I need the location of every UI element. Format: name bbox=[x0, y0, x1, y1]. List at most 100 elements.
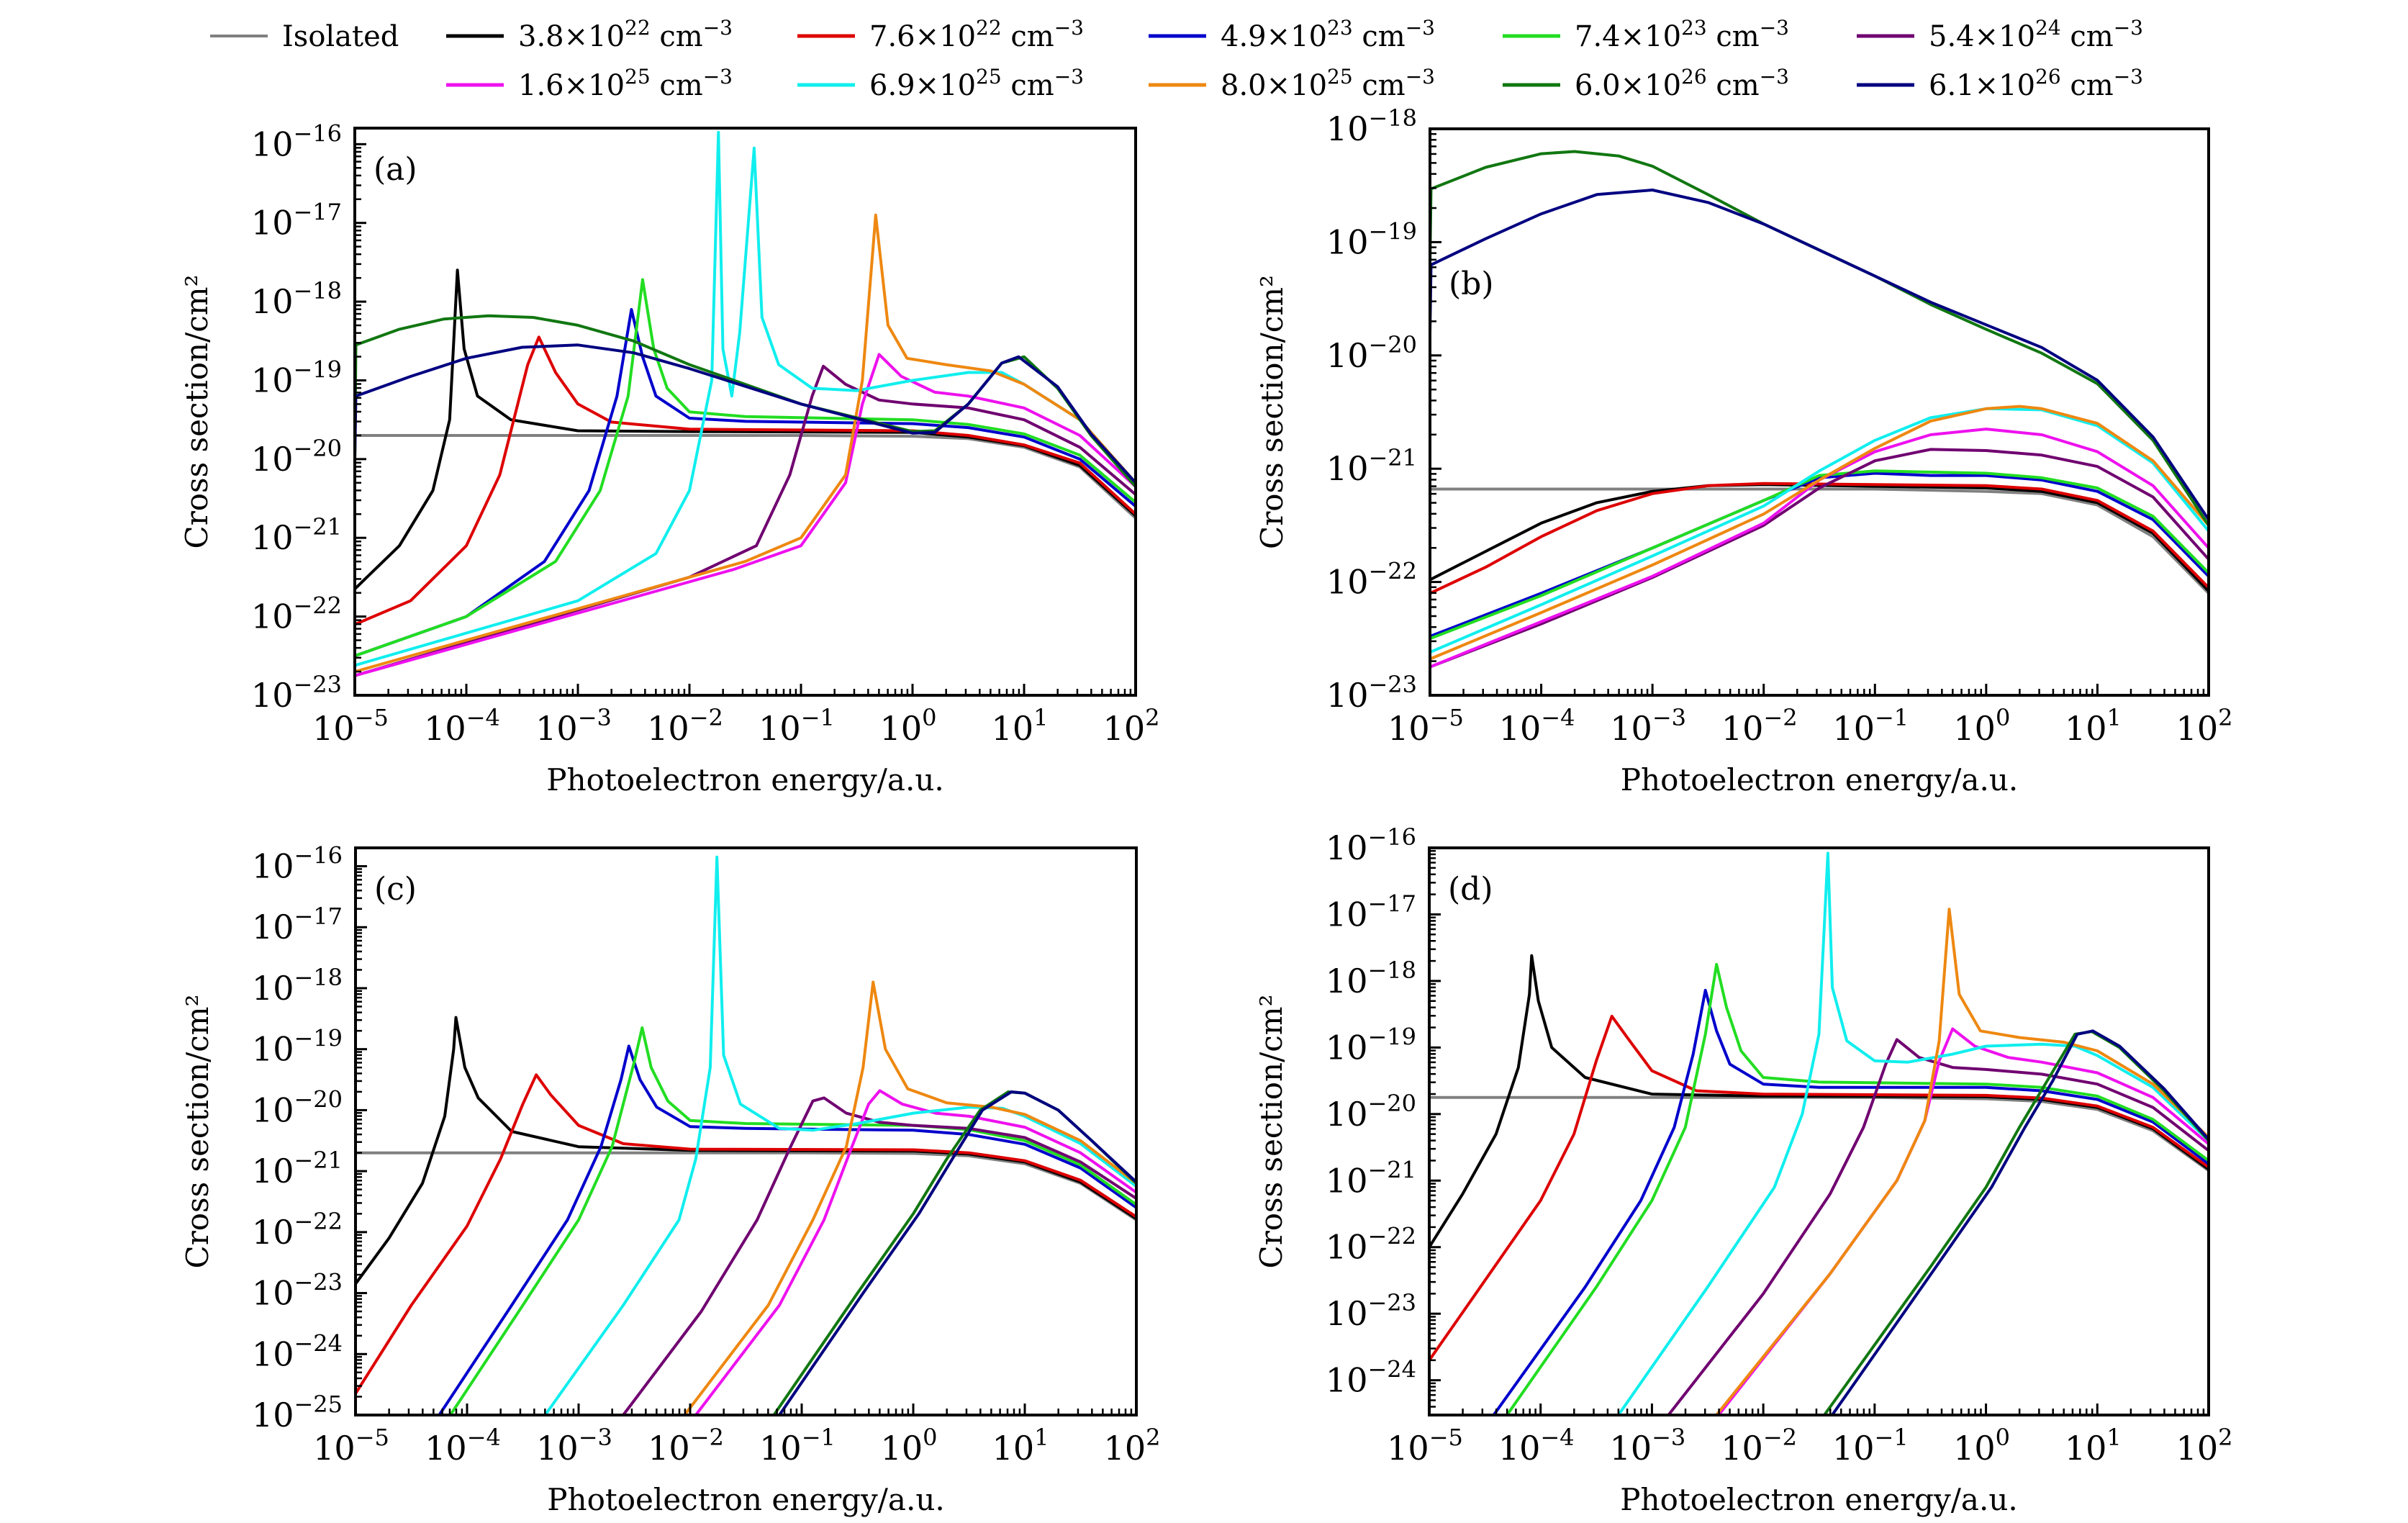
y-axis-title: Cross section/cm² bbox=[179, 275, 214, 549]
axes-frame bbox=[354, 846, 1138, 1416]
legend-unit-exponent: −3 bbox=[703, 65, 733, 89]
legend-unit: cm bbox=[651, 20, 703, 53]
series-line bbox=[1430, 150, 2209, 527]
y-tick-label: 10−17 bbox=[251, 199, 342, 243]
axes-frame bbox=[1429, 127, 2210, 697]
x-tick-label: 10−5 bbox=[313, 1424, 389, 1468]
y-tick-label: 10−18 bbox=[252, 964, 343, 1008]
legend-item[interactable]: 6.0×1026 cm−3 bbox=[1503, 65, 1789, 102]
x-tick-label: 10−4 bbox=[425, 1424, 501, 1468]
legend-item[interactable]: 8.0×1025 cm−3 bbox=[1149, 65, 1435, 102]
series-line bbox=[355, 213, 1136, 674]
legend-exponent: 23 bbox=[1327, 16, 1353, 40]
legend-label: 5.4×1024 cm−3 bbox=[1929, 16, 2143, 53]
legend-unit: cm bbox=[1353, 69, 1406, 102]
legend-label: 7.6×1022 cm−3 bbox=[869, 16, 1084, 53]
legend-unit-exponent: −3 bbox=[1760, 65, 1789, 89]
series-line bbox=[448, 1026, 1136, 1415]
panel-b: 10−5 10−4 10−3 10−2 10−1 100 101 102 10−23 10−22 1… bbox=[1254, 104, 2232, 797]
legend-label: Isolated bbox=[282, 20, 399, 53]
y-tick-label: 10−16 bbox=[251, 119, 342, 163]
y-axis-title: Cross section/cm² bbox=[1254, 275, 1290, 549]
legend-unit: cm bbox=[1707, 69, 1760, 102]
x-tick-label: 10−5 bbox=[312, 704, 389, 748]
y-tick-label: 10−24 bbox=[252, 1329, 343, 1373]
x-axis-title: Photoelectron energy/a.u. bbox=[1620, 1482, 2017, 1517]
series-line bbox=[356, 1073, 1136, 1396]
series-line bbox=[1617, 851, 2209, 1415]
series-line bbox=[1430, 482, 2209, 595]
legend-item[interactable]: 4.9×1023 cm−3 bbox=[1149, 16, 1435, 53]
series-line bbox=[543, 855, 1136, 1415]
y-tick-label: 10−19 bbox=[1326, 217, 1417, 261]
series-line bbox=[355, 335, 1136, 626]
series-line bbox=[355, 364, 1136, 677]
legend-unit-exponent: −3 bbox=[1054, 16, 1084, 40]
legend-item[interactable]: 7.6×1022 cm−3 bbox=[797, 16, 1084, 53]
x-tick-label: 10−4 bbox=[1499, 704, 1575, 748]
x-tick-label: 10−4 bbox=[424, 704, 500, 748]
y-tick-label: 10−20 bbox=[252, 1085, 343, 1129]
x-tick-label: 10−3 bbox=[1610, 704, 1686, 748]
legend-item[interactable]: 7.4×1023 cm−3 bbox=[1503, 16, 1789, 53]
series-line bbox=[356, 1151, 1136, 1221]
y-tick-label: 10−21 bbox=[1326, 1156, 1416, 1200]
legend-label: 4.9×1023 cm−3 bbox=[1221, 16, 1435, 53]
legend-item[interactable]: 6.9×1025 cm−3 bbox=[797, 65, 1084, 102]
x-tick-label: 10−4 bbox=[1498, 1424, 1575, 1468]
y-axis-title: Cross section/cm² bbox=[180, 995, 215, 1269]
legend-item[interactable]: Isolated bbox=[210, 20, 399, 53]
panel-a: 10−5 10−4 10−3 10−2 10−1 100 101 102 10−23 10−22 1… bbox=[179, 119, 1159, 797]
series-group bbox=[355, 130, 1136, 677]
series-line bbox=[1430, 428, 2209, 669]
series-line bbox=[1430, 469, 2209, 641]
x-tick-label: 101 bbox=[2065, 704, 2122, 748]
y-axis-title: Cross section/cm² bbox=[1254, 995, 1289, 1269]
y-tick-label: 10−20 bbox=[1326, 1090, 1416, 1134]
legend-mantissa: 7.6×10 bbox=[869, 20, 976, 53]
legend-mantissa: 3.8×10 bbox=[518, 20, 625, 53]
series-line bbox=[1430, 448, 2209, 669]
y-tick-label: 10−23 bbox=[251, 671, 342, 715]
y-tick-label: 10−23 bbox=[1326, 1289, 1416, 1333]
panel-label: (a) bbox=[374, 151, 417, 188]
x-tick-label: 100 bbox=[880, 704, 937, 748]
legend-item[interactable]: 6.1×1026 cm−3 bbox=[1857, 65, 2143, 102]
y-tick-label: 10−19 bbox=[251, 356, 342, 399]
legend-item[interactable]: 5.4×1024 cm−3 bbox=[1857, 16, 2143, 53]
y-tick-label: 10−22 bbox=[1326, 1223, 1416, 1267]
y-tick-label: 10−18 bbox=[251, 277, 342, 321]
legend-unit: cm bbox=[2061, 20, 2114, 53]
x-axis-title: Photoelectron energy/a.u. bbox=[547, 1482, 944, 1517]
series-line bbox=[355, 130, 1136, 667]
y-tick-label: 10−23 bbox=[252, 1269, 343, 1313]
legend-item[interactable]: 3.8×1022 cm−3 bbox=[446, 16, 733, 53]
series-line bbox=[1430, 471, 2209, 638]
legend-exponent: 26 bbox=[1681, 65, 1707, 89]
legend-mantissa: 5.4×10 bbox=[1929, 20, 2035, 53]
legend-item[interactable]: 1.6×1025 cm−3 bbox=[446, 65, 733, 102]
legend-mantissa: 6.1×10 bbox=[1929, 69, 2035, 102]
series-line bbox=[438, 1044, 1136, 1415]
series-line bbox=[778, 1090, 1136, 1415]
x-tick-label: 10−2 bbox=[647, 704, 723, 748]
x-tick-label: 100 bbox=[1953, 1424, 2010, 1468]
series-line bbox=[1831, 1029, 2209, 1415]
legend-exponent: 25 bbox=[976, 65, 1002, 89]
x-tick-label: 101 bbox=[992, 1424, 1049, 1468]
legend-unit: cm bbox=[2061, 69, 2114, 102]
y-tick-label: 10−16 bbox=[1326, 823, 1416, 867]
y-tick-label: 10−18 bbox=[1326, 957, 1416, 1000]
series-line bbox=[1430, 405, 2209, 661]
y-tick-label: 10−25 bbox=[252, 1391, 343, 1434]
legend-unit: cm bbox=[651, 69, 703, 102]
series-line bbox=[683, 980, 1136, 1415]
series-line bbox=[622, 1096, 1136, 1415]
series-line bbox=[694, 1089, 1136, 1415]
legend-mantissa: 6.9×10 bbox=[869, 69, 976, 102]
series-line bbox=[355, 314, 1136, 489]
series-line bbox=[355, 308, 1136, 658]
x-tick-label: 102 bbox=[2176, 704, 2233, 748]
x-tick-label: 100 bbox=[881, 1424, 938, 1468]
